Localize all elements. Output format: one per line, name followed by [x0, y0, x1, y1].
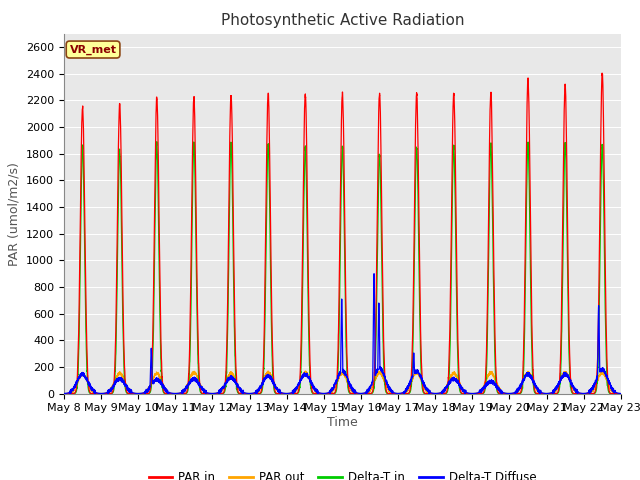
Title: Photosynthetic Active Radiation: Photosynthetic Active Radiation [221, 13, 464, 28]
X-axis label: Time: Time [327, 416, 358, 429]
Text: VR_met: VR_met [70, 44, 116, 55]
Y-axis label: PAR (umol/m2/s): PAR (umol/m2/s) [8, 162, 20, 265]
Legend: PAR in, PAR out, Delta-T in, Delta-T Diffuse: PAR in, PAR out, Delta-T in, Delta-T Dif… [144, 466, 541, 480]
